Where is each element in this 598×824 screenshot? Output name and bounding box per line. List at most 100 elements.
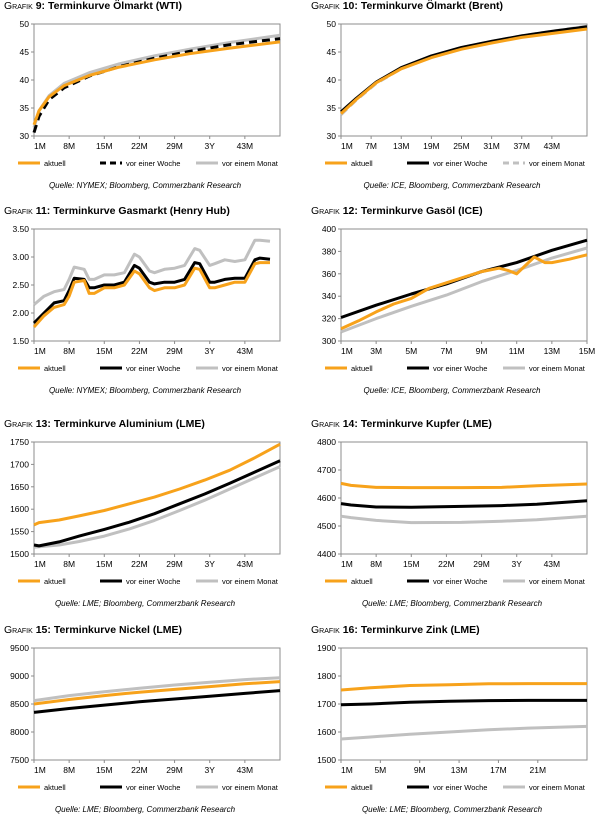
series-line-aktuell [32,261,270,328]
y-tick-label: 45 [20,47,30,57]
y-tick-label: 8000 [10,727,29,737]
plot-frame [33,441,281,555]
chart-g15: 7500 8000 8500 9000 9500 1M 8M 15M 22M 29M 3Y 43M ak… [10,643,281,792]
chart-g13: 1500 1550 1600 1650 1700 1750 1M 8M 15M 22M 29M 3Y 4… [10,437,281,586]
y-tick-label: 1550 [10,527,29,537]
x-tick-label: 3Y [205,559,216,569]
y-tick-label: 400 [322,224,336,234]
chart-panel-g10: Grafik 10: Terminkurve Ölmarkt (Brent) 3… [307,0,597,200]
x-tick-label: 37M [513,141,530,151]
x-tick-label: 13M [393,141,410,151]
chart-g10: 30 35 40 45 50 1M 7M 13M 19M 25M 31M 37M 43M aktuell v… [325,19,588,168]
legend-label-aktuell: aktuell [44,577,66,586]
chart-g12: 300 320 340 360 380 400 1M 3M 5M 7M 9M 11M 13M 15M akt… [322,224,596,373]
series-line-aktuell [339,27,588,115]
chart-title: Grafik 10: Terminkurve Ölmarkt (Brent) [311,0,503,12]
x-tick-label: 21M [530,765,547,775]
x-tick-label: 43M [544,141,561,151]
y-tick-label: 1.50 [12,336,29,346]
y-tick-label: 9500 [10,643,29,653]
chart-title: Grafik 16: Terminkurve Zink (LME) [311,624,480,636]
y-tick-label: 50 [327,19,337,29]
x-tick-label: 25M [453,141,470,151]
x-tick-label: 8M [63,559,75,569]
x-tick-label: 8M [370,559,382,569]
y-tick-label: 1500 [10,549,29,559]
x-tick-label: 7M [441,346,453,356]
y-tick-label: 4600 [317,493,336,503]
x-tick-label: 43M [237,559,254,569]
y-tick-label: 1700 [10,459,29,469]
x-tick-label: 29M [166,559,183,569]
y-tick-label: 3.00 [12,252,29,262]
chart-g16: 1500 1600 1700 1800 1900 1M 5M 9M 13M 17M 21M aktue… [317,643,588,792]
series-line-woche [340,238,588,319]
y-tick-label: 1650 [10,482,29,492]
x-tick-label: 8M [63,346,75,356]
x-tick-label: 19M [423,141,440,151]
legend-label-aktuell: aktuell [44,159,66,168]
plot-frame [33,647,281,761]
x-tick-label: 3Y [205,765,216,775]
series-line-monat [33,676,281,703]
chart-source: Quelle: LME; Bloomberg, Commerzbank Rese… [361,599,543,608]
series-line-woche [33,689,281,714]
chart-source: Quelle: LME; Bloomberg, Commerzbank Rese… [54,805,236,814]
y-tick-label: 30 [327,131,337,141]
x-tick-label: 11M [509,346,525,356]
legend-label-monat: vor einem Monat [222,783,279,792]
x-tick-label: 7M [365,141,377,151]
chart-panel-g13: Grafik 13: Terminkurve Aluminium (LME) 1… [0,418,290,618]
x-tick-label: 43M [237,141,254,151]
legend-label-monat: vor einem Monat [222,159,279,168]
x-tick-label: 13M [451,765,468,775]
chart-panel-g15: Grafik 15: Terminkurve Nickel (LME) 7500… [0,624,290,824]
x-tick-label: 1M [34,765,46,775]
y-tick-label: 3.50 [12,224,29,234]
x-tick-label: 43M [544,559,561,569]
legend-label-monat: vor einem Monat [529,159,586,168]
legend-label-woche: vor einer Woche [433,783,487,792]
x-tick-label: 9M [414,765,426,775]
plot-frame [340,228,588,342]
x-tick-label: 5M [405,346,417,356]
x-tick-label: 15M [579,346,596,356]
y-tick-label: 1800 [317,671,336,681]
series-line-monat [33,465,281,549]
y-tick-label: 1600 [10,504,29,514]
legend-label-monat: vor einem Monat [222,364,279,373]
legend-label-woche: vor einer Woche [126,364,180,373]
y-tick-label: 4700 [317,465,336,475]
y-tick-label: 35 [20,103,30,113]
series-line-monat [339,24,588,116]
x-tick-label: 29M [166,346,183,356]
y-tick-label: 35 [327,103,337,113]
x-tick-label: 1M [341,559,353,569]
y-tick-label: 50 [20,19,30,29]
chart-source: Quelle: LME; Bloomberg, Commerzbank Rese… [361,805,543,814]
legend-label-aktuell: aktuell [44,364,66,373]
y-tick-label: 1750 [10,437,29,447]
chart-panel-g9: Grafik 9: Terminkurve Ölmarkt (WTI) 30 35… [0,0,290,200]
chart-panel-g14: Grafik 14: Terminkurve Kupfer (LME) 4400… [307,418,597,618]
chart-g9: 30 35 40 45 50 1M 8M 15M 22M 29M 3Y 43M aktuell vor e… [18,19,281,168]
y-tick-label: 2.50 [12,280,29,290]
x-tick-label: 1M [341,765,353,775]
legend-label-monat: vor einem Monat [529,783,586,792]
x-tick-label: 1M [34,141,46,151]
series-line-aktuell [33,680,281,706]
chart-source: Quelle: NYMEX; Bloomberg, Commerzbank Re… [48,386,242,395]
y-tick-label: 9000 [10,671,29,681]
y-tick-label: 40 [20,75,30,85]
chart-source: Quelle: ICE, Bloomberg, Commerzbank Rese… [363,386,541,395]
legend-label-woche: vor einer Woche [126,783,180,792]
series-line-woche [32,37,281,134]
x-tick-label: 3Y [205,346,216,356]
series-line-woche [340,499,588,509]
series-line-monat [340,514,588,525]
x-tick-label: 15M [96,765,113,775]
chart-source: Quelle: ICE, Bloomberg, Commerzbank Rese… [363,181,541,190]
y-tick-label: 380 [322,246,336,256]
legend-label-aktuell: aktuell [351,364,373,373]
series-line-aktuell [32,40,281,126]
